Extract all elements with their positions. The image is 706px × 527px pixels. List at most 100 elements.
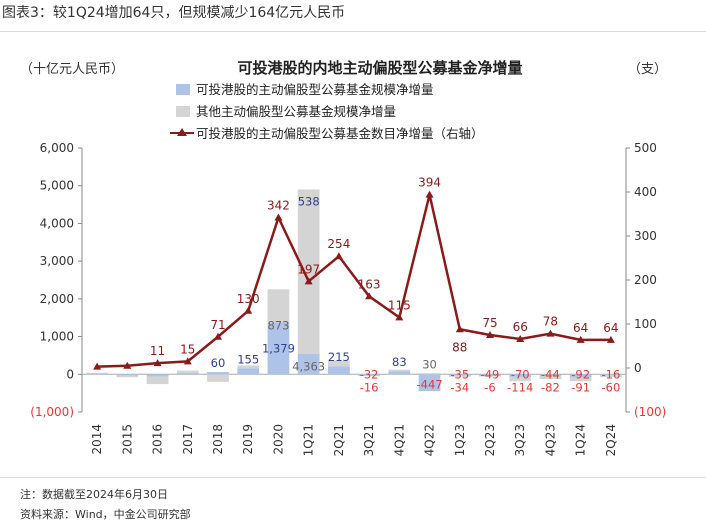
x-tick-label: 2Q24 — [604, 424, 618, 456]
count-marker — [244, 306, 253, 314]
bar-hk — [418, 374, 441, 392]
left-tick-label: 6,000 — [40, 141, 74, 155]
line-label: 15 — [180, 342, 195, 356]
x-tick-label: 3Q21 — [362, 424, 376, 456]
left-axis-unit: （十亿元人民币） — [20, 62, 124, 77]
left-tick-label: 5,000 — [40, 179, 74, 193]
bar-hk — [267, 322, 290, 375]
right-tick-label: (100) — [634, 405, 666, 419]
bar-hk — [116, 374, 139, 376]
line-label: 130 — [237, 292, 260, 306]
bar-hk — [86, 373, 108, 375]
left-tick-label: (1,000) — [30, 405, 74, 419]
bar-other — [116, 375, 139, 378]
count-marker — [304, 277, 313, 285]
bar-hk — [509, 374, 532, 377]
bar-label-hk: 83 — [392, 355, 407, 369]
legend: 可投港股的主动偏股型公募基金规模净增量 其他主动偏股型公募基金规模净增量 可投港… — [170, 82, 484, 141]
count-line — [97, 194, 611, 368]
footnote-source: 资料来源：Wind，中金公司研究部 — [20, 508, 191, 521]
bar-hk — [600, 374, 622, 375]
x-tick-label: 1Q24 — [574, 424, 588, 456]
legend-swatch-marker — [177, 128, 187, 136]
bar-label-hk: 215 — [328, 350, 350, 364]
count-marker — [486, 331, 494, 338]
x-tick-label: 2Q21 — [332, 424, 346, 456]
x-tick-label: 2020 — [271, 424, 285, 455]
bar-other — [237, 365, 260, 369]
footnote-note: 注：数据截至2024年6月30日 — [20, 488, 168, 501]
bar-hk — [237, 368, 260, 375]
bottom-divider — [0, 477, 706, 478]
left-tick-label: 2,000 — [40, 292, 74, 306]
x-tick-label: 2014 — [90, 424, 104, 455]
x-tick-label: 2016 — [151, 424, 165, 455]
bar-other — [418, 373, 441, 375]
line-label: 342 — [267, 199, 290, 213]
bar-label-other: 30 — [422, 357, 437, 371]
right-tick-label: 0 — [634, 361, 642, 375]
line-label: 11 — [150, 344, 165, 358]
line-label: 64 — [573, 321, 588, 335]
left-tick-label: 0 — [66, 367, 74, 381]
figure-caption: 图表3：较1Q24增加64只，但规模减少164亿元人民币 — [2, 5, 346, 21]
right-axis-unit: （支） — [628, 62, 667, 77]
plot-area: (1,000) 0 1,000 2,000 3,000 4,000 5,000 6,000 (1… — [30, 141, 666, 456]
bar-label-other: -82 — [541, 380, 560, 394]
bar-other — [207, 374, 229, 382]
left-tick-label: 3,000 — [40, 254, 74, 268]
bar-other — [86, 372, 108, 374]
line-label: 254 — [327, 237, 350, 251]
count-marker — [274, 213, 283, 221]
bar-other — [539, 375, 562, 380]
line-label: 71 — [210, 318, 225, 332]
bar-label-hk: -16 — [601, 367, 620, 381]
bar-label-other: 873 — [267, 318, 289, 332]
count-marker — [183, 357, 192, 365]
right-tick-label: 300 — [634, 229, 657, 243]
bar-hk — [539, 374, 562, 376]
line-label: 163 — [358, 277, 381, 291]
right-tick-label: 500 — [634, 141, 657, 155]
bar-other — [479, 376, 501, 377]
x-tick-label: 2018 — [211, 424, 225, 455]
bar-label-other: -60 — [601, 380, 620, 394]
bar-hk — [297, 353, 320, 375]
line-label: 197 — [297, 262, 320, 276]
line-label: 115 — [388, 298, 411, 312]
count-marker — [516, 334, 525, 342]
x-tick-label: 4Q21 — [392, 424, 406, 456]
bar-hk — [569, 374, 592, 378]
legend-label-other-bar: 其他主动偏股型公募基金规模净增量 — [196, 104, 396, 119]
x-tick-label: 2015 — [120, 424, 134, 455]
bar-label-hk: 155 — [237, 352, 259, 366]
bar-other — [358, 375, 380, 377]
bar-other — [176, 370, 199, 373]
x-tick-label: 4Q22 — [423, 424, 437, 456]
right-tick-label: 400 — [634, 185, 657, 199]
bar-hk — [448, 374, 471, 376]
bar-label-other: -114 — [507, 380, 533, 394]
count-marker — [93, 362, 102, 370]
bar-label-other: 4,363 — [292, 359, 325, 373]
right-tick-label: 100 — [634, 317, 657, 331]
bar-label-hk: -92 — [571, 367, 590, 381]
bar-hk — [388, 371, 411, 375]
bar-label-other: -91 — [571, 380, 590, 394]
bar-hk — [479, 374, 501, 377]
bar-hk — [207, 372, 229, 375]
bar-label-hk: -70 — [511, 367, 530, 381]
left-tick-label: 1,000 — [40, 330, 74, 344]
bar-other — [509, 376, 532, 382]
bar-label-hk: 60 — [211, 356, 226, 370]
chart: 可投港股的内地主动偏股型公募基金净增量 （十亿元人民币） （支） 可投港股的主动… — [20, 59, 667, 456]
bar-label-hk: -35 — [450, 367, 469, 381]
bar-label-hk: 1,379 — [262, 341, 295, 355]
bar-label-hk: -44 — [541, 367, 560, 381]
legend-label-line: 可投港股的主动偏股型公募基金数目净增量（右轴） — [196, 126, 484, 141]
x-tick-label: 2017 — [181, 424, 195, 455]
x-tick-label: 3Q23 — [513, 424, 527, 456]
x-tick-label: 2Q23 — [483, 424, 497, 456]
bar-label-hk: 538 — [298, 194, 320, 208]
bar-other — [297, 189, 320, 354]
